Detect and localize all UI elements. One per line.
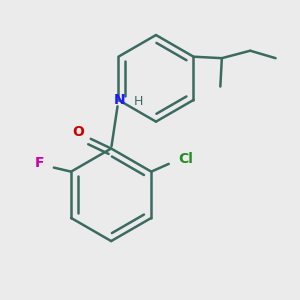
Text: F: F — [34, 156, 44, 170]
Text: O: O — [72, 125, 84, 139]
Text: Cl: Cl — [178, 152, 193, 166]
Text: H: H — [134, 95, 143, 108]
Text: N: N — [114, 93, 126, 107]
